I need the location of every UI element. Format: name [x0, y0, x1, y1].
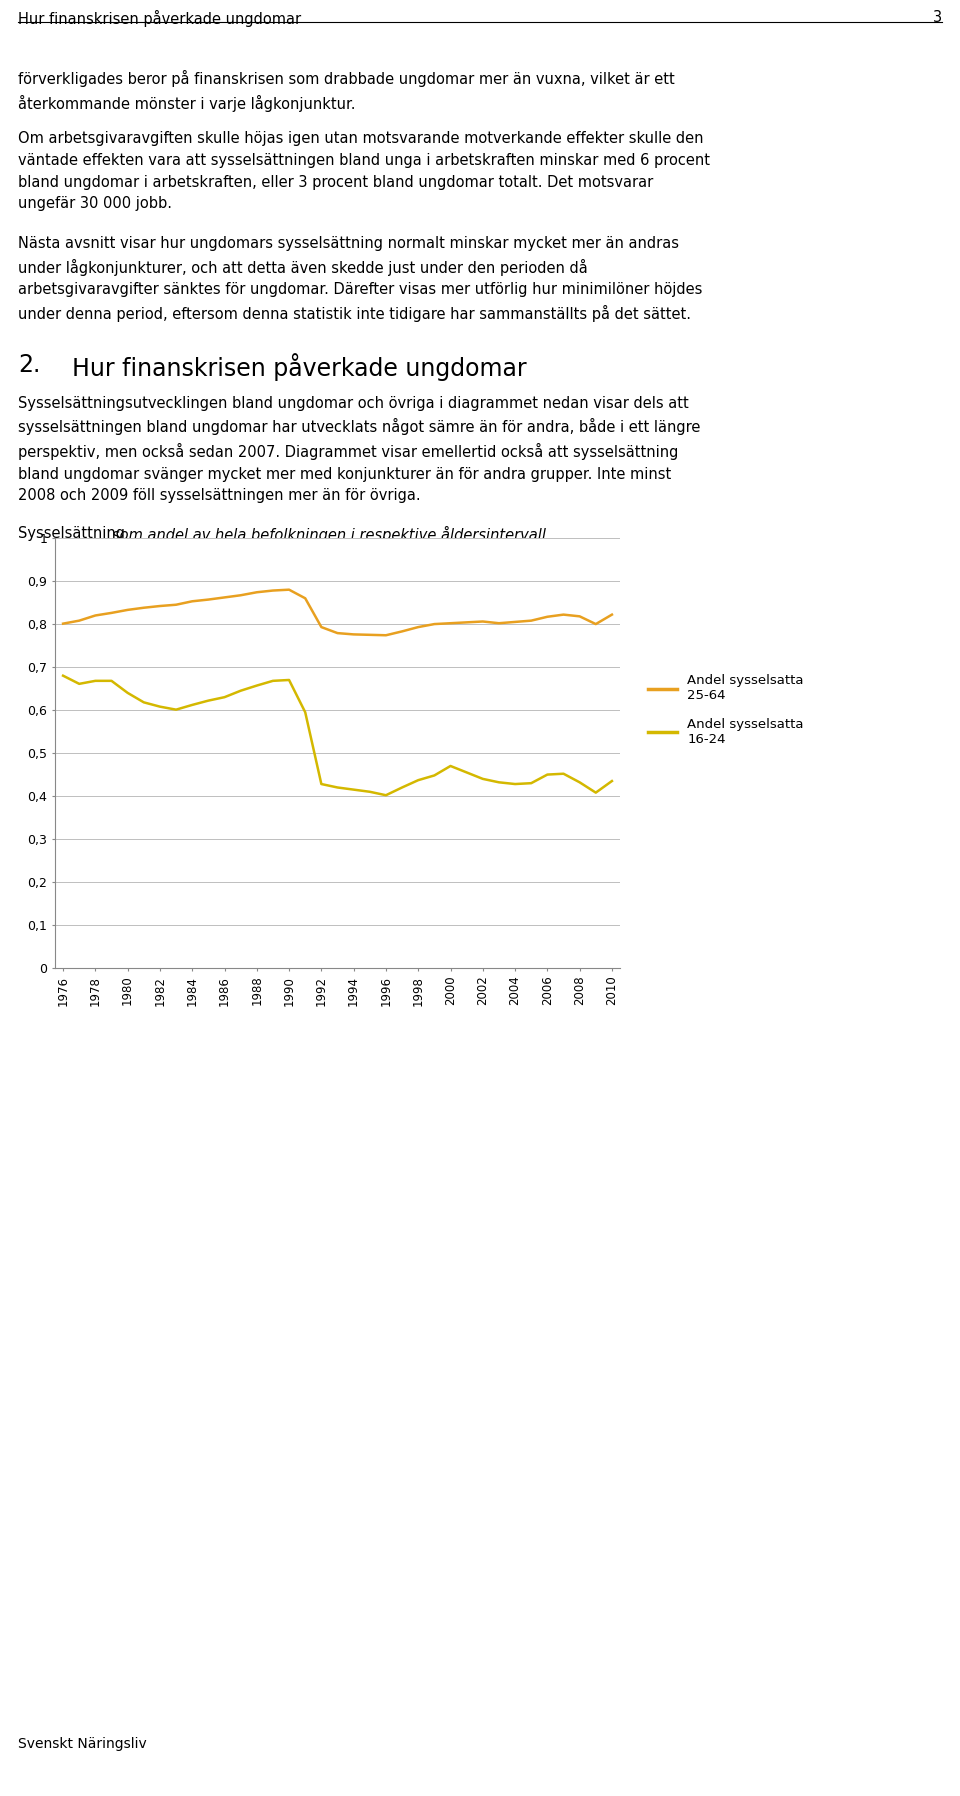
- Text: Hur finanskrisen påverkade ungdomar: Hur finanskrisen påverkade ungdomar: [72, 354, 527, 381]
- Text: förverkligades beror på finanskrisen som drabbade ungdomar mer än vuxna, vilket : förverkligades beror på finanskrisen som…: [18, 70, 675, 111]
- Text: Nästa avsnitt visar hur ungdomars sysselsättning normalt minskar mycket mer än a: Nästa avsnitt visar hur ungdomars syssel…: [18, 235, 703, 321]
- Legend: Andel sysselsatta
25-64, Andel sysselsatta
16-24: Andel sysselsatta 25-64, Andel sysselsat…: [643, 670, 807, 751]
- Text: Hur finanskrisen påverkade ungdomar: Hur finanskrisen påverkade ungdomar: [18, 11, 301, 27]
- Text: Om arbetsgivaravgiften skulle höjas igen utan motsvarande motverkande effekter s: Om arbetsgivaravgiften skulle höjas igen…: [18, 131, 710, 212]
- Text: 3: 3: [933, 11, 942, 25]
- Text: som andel av hela befolkningen i respektive åldersintervall: som andel av hela befolkningen i respekt…: [112, 526, 546, 542]
- Text: Sysselsättningsutvecklingen bland ungdomar och övriga i diagrammet nedan visar d: Sysselsättningsutvecklingen bland ungdom…: [18, 395, 701, 503]
- Text: 2.: 2.: [18, 354, 40, 377]
- Text: Sysselsättning: Sysselsättning: [18, 526, 130, 541]
- Text: Svenskt Näringsliv: Svenskt Näringsliv: [18, 1737, 147, 1751]
